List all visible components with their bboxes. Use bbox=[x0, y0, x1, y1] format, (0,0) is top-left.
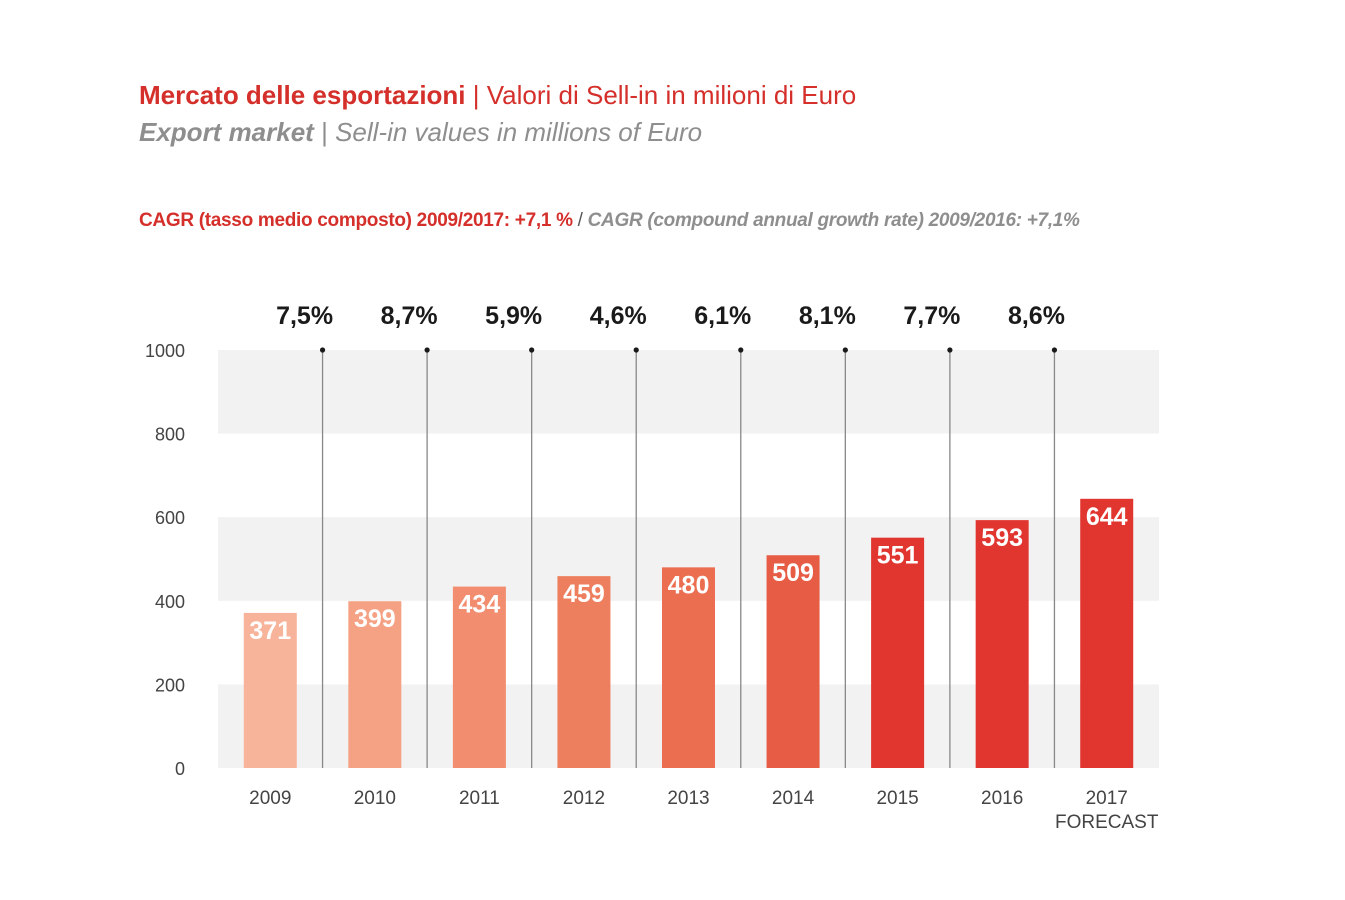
x-tick-label: 2013 bbox=[667, 788, 709, 809]
growth-connector-dot bbox=[319, 347, 326, 353]
cagr-slash: / bbox=[577, 210, 583, 231]
x-axis: 2009 2010 2011 2012 2013 2014 2015 2016 2017 FORE… bbox=[249, 788, 1159, 833]
title-italian-rest: Valori di Sell-in in milioni di Euro bbox=[486, 80, 857, 110]
y-tick-label: 0 bbox=[175, 759, 185, 779]
bar-value-label: 593 bbox=[981, 524, 1023, 552]
bar bbox=[557, 576, 611, 768]
bar-value-label: 434 bbox=[459, 591, 501, 619]
cagr-english: CAGR (compound annual growth rate) 2009/… bbox=[587, 210, 1080, 231]
title-italian: Mercato delle esportazioni | Valori di S… bbox=[139, 80, 856, 111]
growth-rate-label: 7,5% bbox=[276, 302, 333, 330]
x-tick-label: 2016 bbox=[981, 788, 1023, 809]
x-tick-label: 2009 bbox=[249, 788, 291, 809]
bar bbox=[348, 601, 402, 768]
title-italian-bold: Mercato delle esportazioni bbox=[139, 80, 466, 110]
bar-value-label: 509 bbox=[772, 559, 814, 587]
x-tick-sublabel: FORECAST bbox=[1055, 812, 1159, 833]
y-tick-label: 200 bbox=[155, 675, 185, 695]
y-tick-label: 400 bbox=[155, 592, 185, 612]
y-tick-label: 600 bbox=[155, 508, 185, 528]
bars: 371 399 434 459 480 509 551 593 644 bbox=[243, 498, 1134, 768]
growth-connector-dot bbox=[1051, 347, 1058, 353]
growth-rate-label: 5,9% bbox=[485, 302, 542, 330]
title-english-rest: Sell-in values in millions of Euro bbox=[335, 117, 703, 147]
x-tick-label: 2011 bbox=[459, 788, 500, 809]
growth-connectors: 7,5% 8,7% 5,9% 4,6% 6,1% 8,1% 7,7% 8,6% bbox=[276, 302, 1065, 768]
bar-value-label: 459 bbox=[563, 580, 605, 608]
bar bbox=[243, 612, 297, 768]
cagr-italian: CAGR (tasso medio composto) 2009/2017: +… bbox=[139, 210, 573, 231]
x-tick-label: 2017 bbox=[1086, 788, 1128, 809]
y-tick-label: 1000 bbox=[145, 341, 185, 361]
bar bbox=[871, 537, 925, 768]
growth-connector-dot bbox=[424, 347, 430, 353]
y-tick-label: 800 bbox=[155, 425, 185, 445]
growth-connector-dot bbox=[529, 347, 535, 353]
growth-connector-dot bbox=[947, 347, 953, 353]
grid-band bbox=[218, 350, 1159, 434]
title-english: Export market | Sell-in values in millio… bbox=[139, 117, 702, 148]
bar bbox=[1080, 498, 1134, 768]
bar-value-label: 371 bbox=[249, 617, 291, 645]
x-tick-label: 2010 bbox=[354, 788, 396, 809]
growth-rate-label: 4,6% bbox=[590, 302, 647, 330]
bar-value-label: 644 bbox=[1086, 503, 1128, 531]
title-english-bold: Export market bbox=[139, 117, 314, 147]
title-separator-en: | bbox=[321, 117, 328, 147]
growth-rate-label: 8,6% bbox=[1008, 302, 1065, 330]
growth-connector-dot bbox=[738, 347, 744, 353]
bar bbox=[766, 555, 820, 768]
bar bbox=[452, 586, 506, 768]
growth-rate-label: 8,1% bbox=[799, 302, 856, 330]
x-tick-label: 2012 bbox=[563, 788, 605, 809]
bar-value-label: 399 bbox=[354, 605, 396, 633]
x-tick-label: 2015 bbox=[876, 788, 918, 809]
bar-value-label: 480 bbox=[668, 571, 710, 599]
growth-rate-label: 6,1% bbox=[694, 302, 751, 330]
growth-connector-dot bbox=[633, 347, 639, 353]
growth-connector-dot bbox=[842, 347, 848, 353]
bar-value-label: 551 bbox=[877, 542, 919, 570]
bar bbox=[975, 520, 1029, 768]
cagr-subtitle: CAGR (tasso medio composto) 2009/2017: +… bbox=[139, 210, 1080, 232]
y-axis: 0 200 400 600 800 1000 bbox=[145, 341, 185, 779]
x-tick-label: 2014 bbox=[772, 788, 815, 809]
bar bbox=[662, 567, 715, 768]
growth-rate-label: 8,7% bbox=[381, 302, 438, 330]
title-separator: | bbox=[472, 80, 480, 110]
growth-rate-label: 7,7% bbox=[903, 302, 960, 330]
